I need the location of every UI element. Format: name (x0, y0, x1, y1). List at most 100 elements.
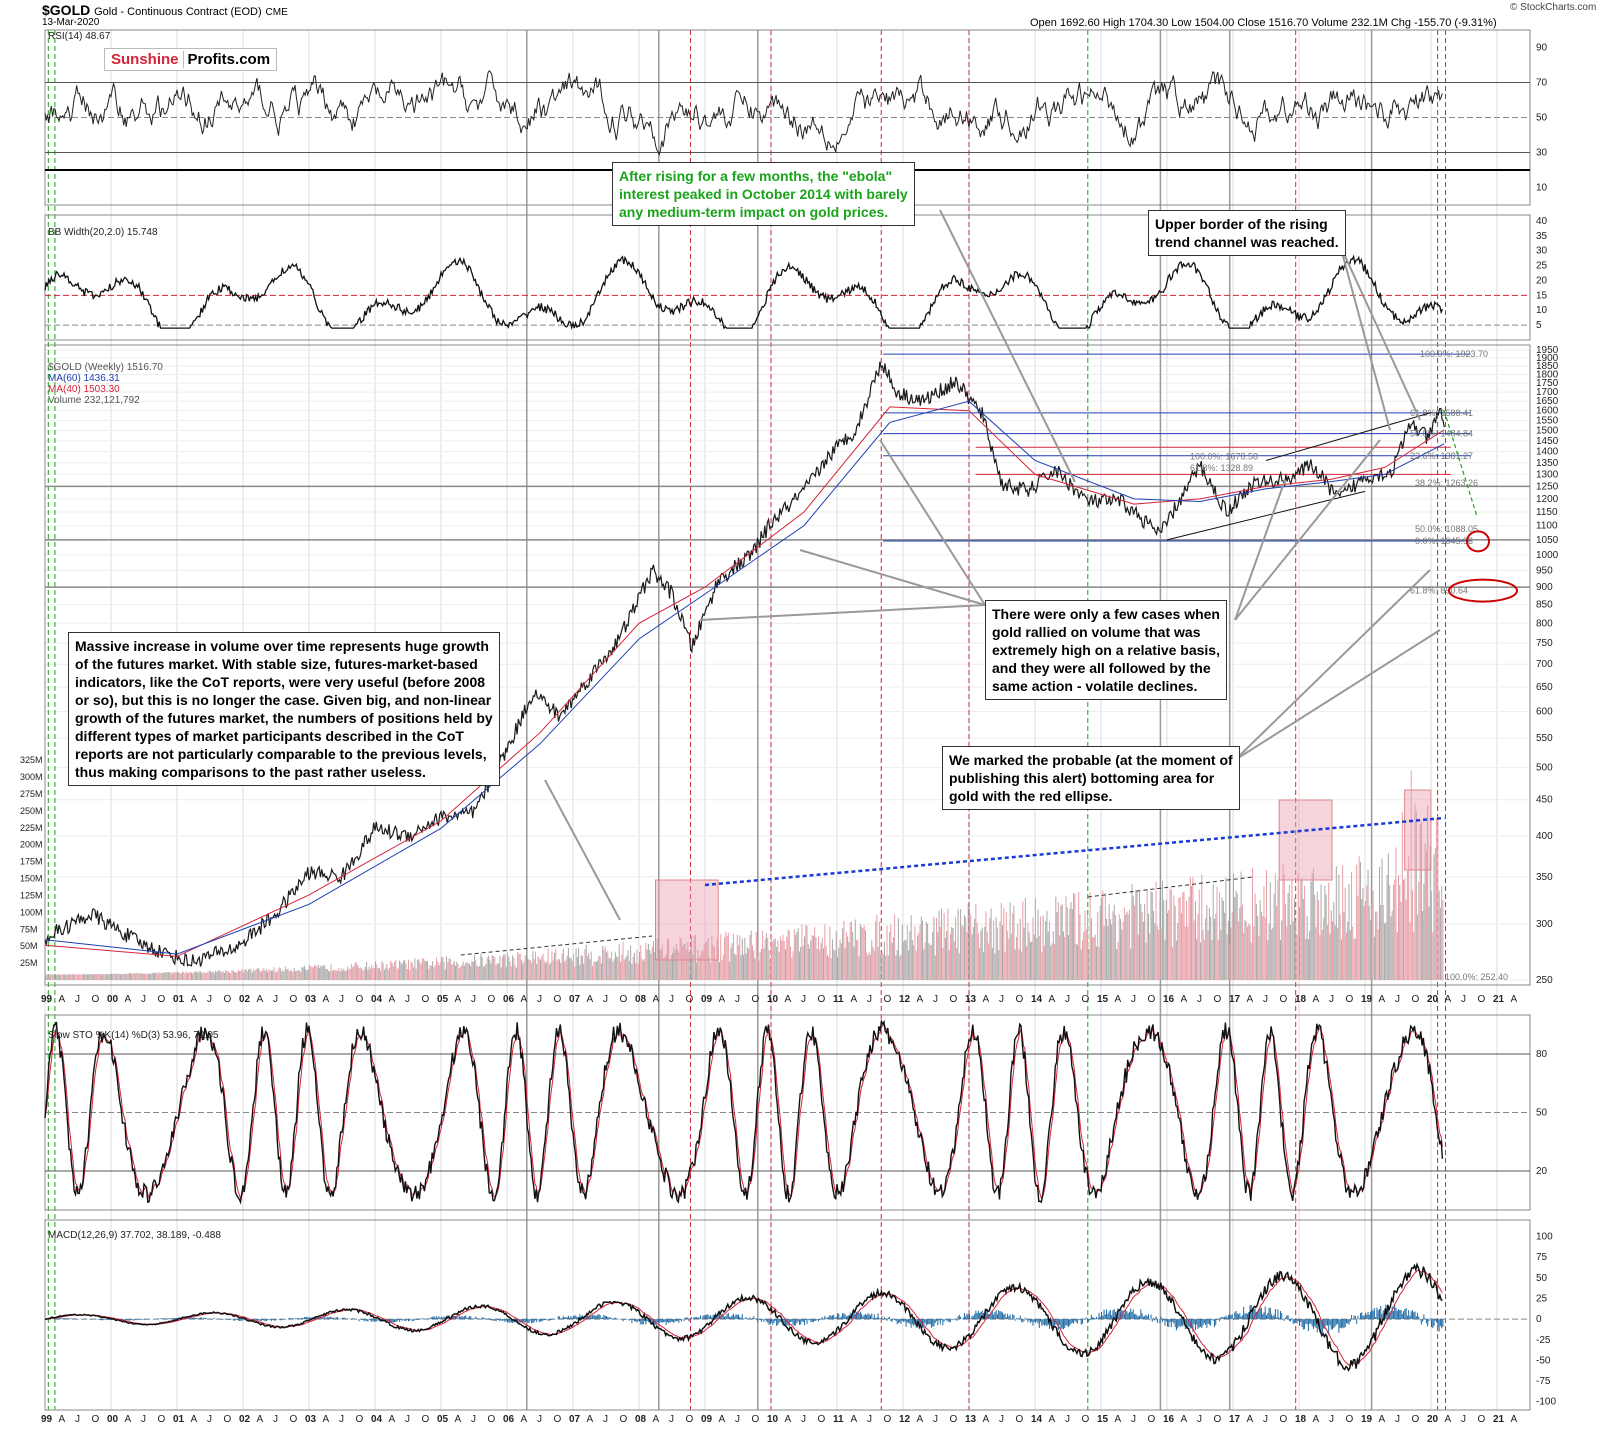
macd-hist-bar (712, 1314, 714, 1320)
macd-hist-bar (1231, 1314, 1233, 1320)
volume-bar (164, 972, 166, 980)
macd-hist-bar (628, 1319, 630, 1321)
volume-bar (309, 965, 311, 980)
volume-bar (621, 954, 623, 980)
volume-bar (806, 925, 808, 980)
volume-bar (283, 971, 285, 980)
macd-hist-bar (84, 1318, 86, 1320)
volume-bar (999, 921, 1001, 980)
volume-bar (720, 933, 722, 980)
volume-bar (814, 927, 816, 980)
volume-bar (1094, 934, 1096, 980)
macd-hist-bar (1309, 1319, 1311, 1324)
macd-hist-bar (264, 1319, 266, 1322)
volume-bar (364, 966, 366, 980)
volume-bar (606, 952, 608, 980)
macd-hist-bar (720, 1315, 722, 1320)
volume-bar (1305, 938, 1307, 980)
volume-bar (259, 970, 261, 980)
macd-hist-bar (1103, 1309, 1105, 1320)
macd-hist-bar (128, 1319, 130, 1321)
volume-bar (121, 973, 123, 980)
volume-bar (550, 962, 552, 980)
macd-hist-bar (1155, 1316, 1157, 1320)
macd-hist-bar (1245, 1312, 1247, 1320)
upper-pointer-2 (1339, 244, 1421, 421)
macd-hist-bar (1040, 1319, 1042, 1322)
volume-bar (470, 965, 472, 980)
volume-bar (481, 956, 483, 980)
volume-bar (453, 961, 455, 980)
volume-bar (1321, 930, 1323, 980)
volume-bar (1200, 942, 1202, 980)
symbol-title: $GOLD Gold - Continuous Contract (EOD) C… (42, 2, 288, 18)
macd-hist-bar (744, 1318, 746, 1320)
macd-hist-bar (207, 1318, 209, 1320)
macd-hist-bar (982, 1313, 984, 1320)
macd-hist-bar (963, 1313, 965, 1320)
macd-hist-bar (1114, 1311, 1116, 1320)
macd-hist-bar (1269, 1307, 1271, 1320)
x-month-label: J (1329, 994, 1334, 1005)
macd-hist-bar (849, 1312, 851, 1320)
macd-hist-bar (750, 1319, 752, 1320)
macd-hist-bar (460, 1316, 462, 1320)
volume-bar (1079, 914, 1081, 980)
x-month-label: O (290, 1414, 298, 1425)
volume-bar (830, 958, 832, 980)
volume-bar (269, 970, 271, 980)
macd-hist-bar (328, 1317, 330, 1320)
volume-bar (882, 954, 884, 980)
volume-bar (976, 922, 978, 980)
x-year-label: 10 (767, 1414, 779, 1425)
volume-bar (762, 930, 764, 980)
macd-hist-bar (340, 1318, 342, 1320)
macd-hist-bar (1391, 1306, 1393, 1320)
macd-hist-bar (1376, 1307, 1378, 1320)
macd-hist-bar (1217, 1318, 1219, 1320)
volume-bar (1257, 915, 1259, 980)
volume-bar (1021, 951, 1023, 980)
macd-hist-bar (548, 1319, 550, 1321)
volume-bar (692, 954, 694, 980)
macd-hist-bar (1431, 1319, 1433, 1328)
volume-bar (103, 974, 105, 980)
volume-bar (1189, 877, 1191, 980)
volume-bar (274, 971, 276, 980)
x-month-label: A (257, 994, 264, 1005)
volume-bar (1062, 931, 1064, 980)
macd-hist-bar (560, 1318, 562, 1320)
price-tick-label: 1350 (1536, 458, 1559, 469)
volume-bar (230, 972, 232, 980)
volume-bar (345, 970, 347, 980)
volume-bar (75, 974, 77, 980)
volume-bar (146, 973, 148, 980)
volume-bar (448, 958, 450, 980)
volume-bar (1307, 939, 1309, 980)
volume-bar (576, 957, 578, 980)
macd-hist-bar (840, 1316, 842, 1320)
volume-bar (317, 964, 319, 980)
macd-hist-bar (420, 1318, 422, 1320)
macd-hist-bar (769, 1319, 771, 1325)
volume-bar (914, 925, 916, 980)
volume-bar (1420, 821, 1422, 980)
volume-bar (292, 971, 294, 980)
macd-hist-bar (947, 1319, 949, 1322)
volume-bar (622, 941, 624, 980)
volume-bar (1367, 869, 1369, 980)
price-tick-label: 1600 (1536, 406, 1559, 417)
volume-bar (861, 926, 863, 980)
volume-bar (701, 950, 703, 980)
macd-hist-bar (302, 1318, 304, 1320)
volume-bar (118, 973, 120, 980)
volume-bar (385, 967, 387, 980)
macd-hist-bar (1048, 1319, 1050, 1329)
price-tick-label: 1300 (1536, 469, 1559, 480)
x-month-label: O (1214, 994, 1222, 1005)
volume-bar (829, 926, 831, 980)
bb-width-panel (44, 254, 1530, 331)
macd-hist-bar (496, 1319, 498, 1320)
x-month-label: O (950, 1414, 958, 1425)
